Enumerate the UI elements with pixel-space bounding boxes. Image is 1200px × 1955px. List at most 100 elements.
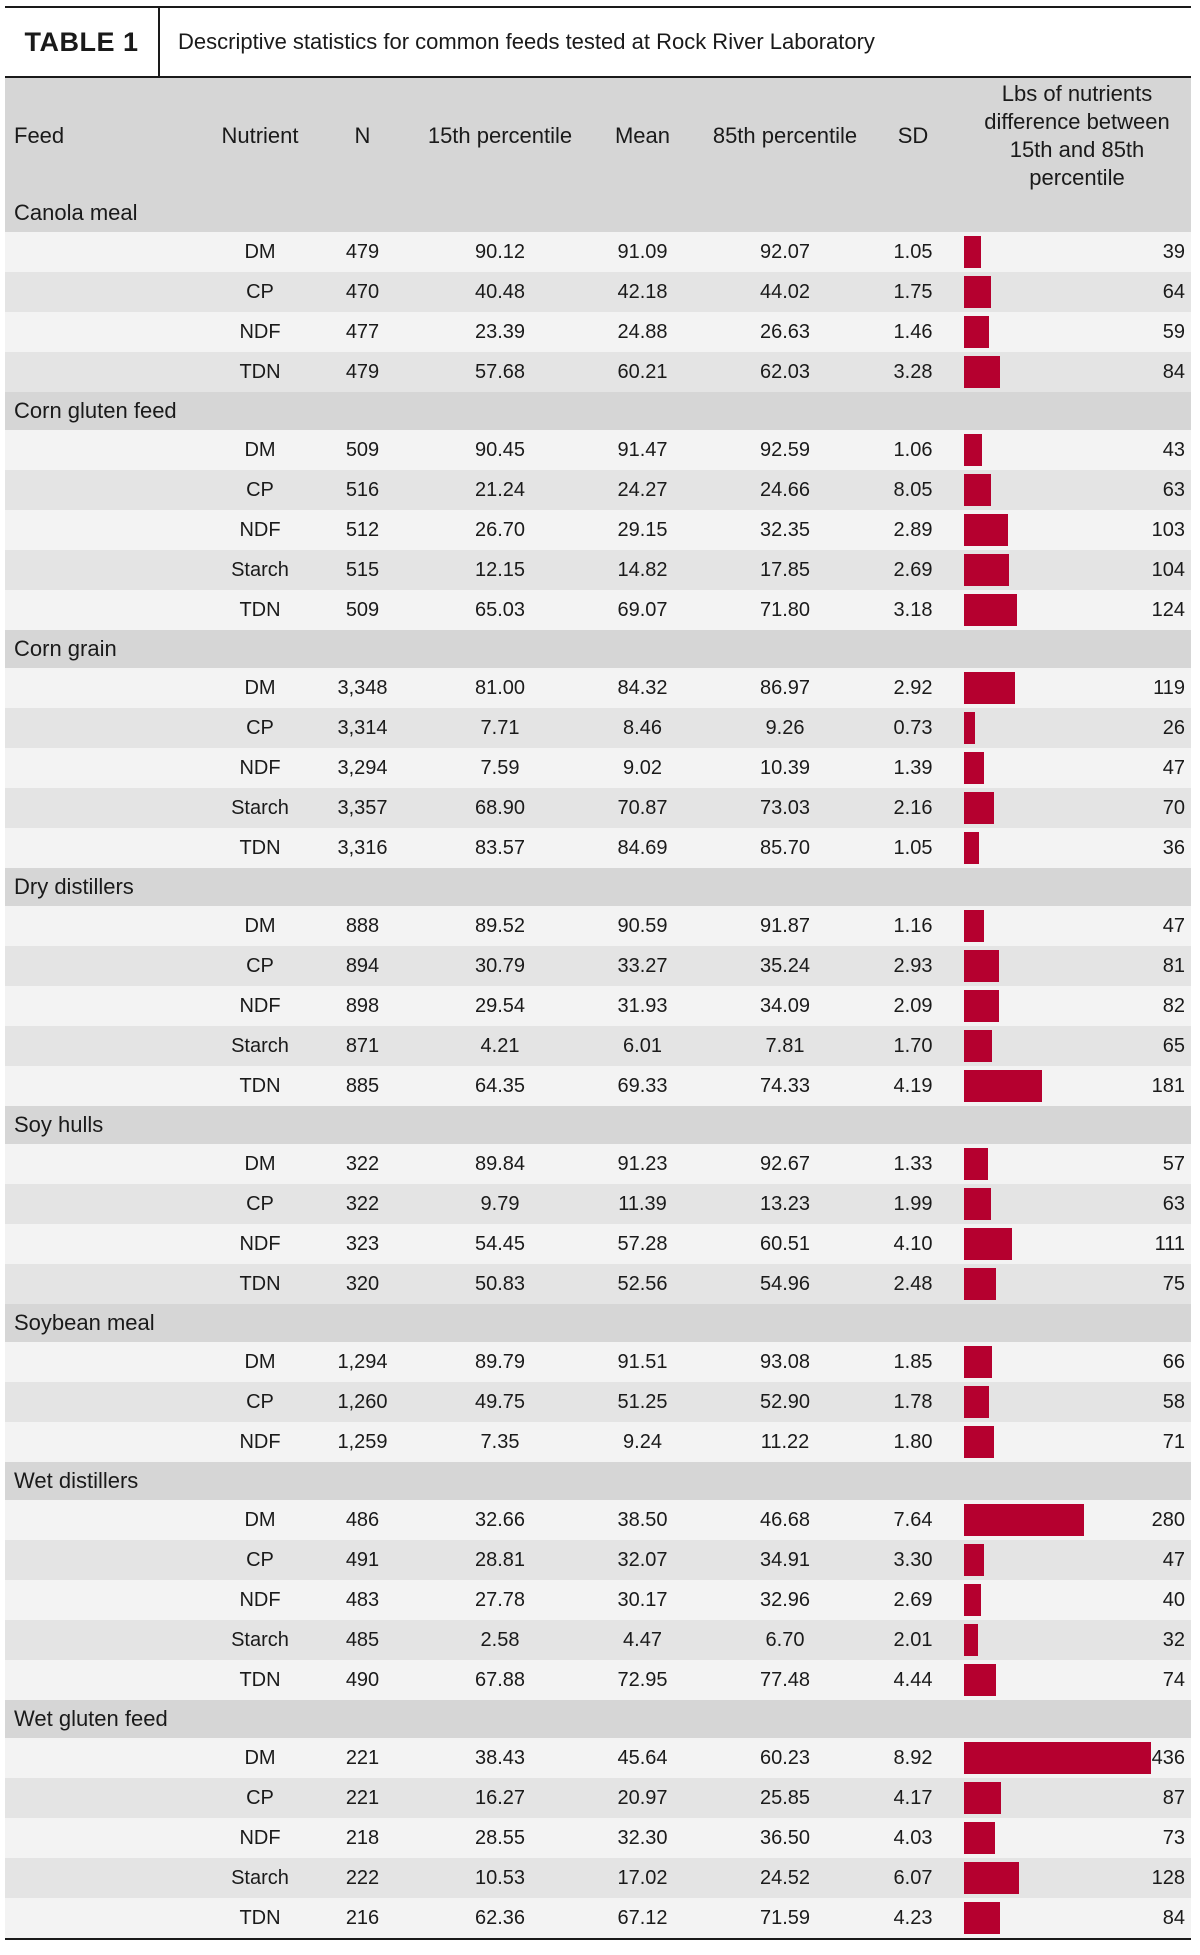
- sd-cell: 4.17: [893, 1786, 933, 1809]
- table-row: DM 322 89.84 91.23 92.67 1.33 57: [5, 1144, 1191, 1184]
- n-cell: 477: [345, 320, 380, 343]
- difference-bar: [964, 316, 989, 348]
- mean-cell: 33.27: [617, 954, 668, 977]
- sd-cell: 4.44: [893, 1668, 933, 1691]
- header-mean: Mean: [614, 123, 671, 148]
- p15-cell: 50.83: [474, 1272, 526, 1295]
- table-row: NDF 3,294 7.59 9.02 10.39 1.39 47: [5, 748, 1191, 788]
- mean-cell: 29.15: [617, 518, 668, 541]
- n-cell: 888: [345, 914, 380, 937]
- p85-cell: 26.63: [759, 320, 811, 343]
- p15-cell: 21.24: [474, 478, 526, 501]
- mean-cell: 11.39: [618, 1192, 667, 1215]
- nutrient-cell: Starch: [231, 1034, 289, 1057]
- p85-cell: 92.59: [759, 438, 811, 461]
- mean-cell: 84.69: [617, 836, 668, 859]
- table-row: TDN 479 57.68 60.21 62.03 3.28 84: [5, 352, 1191, 392]
- difference-value: 84: [1162, 360, 1185, 383]
- mean-cell: 42.18: [617, 280, 668, 303]
- table-row: NDF 323 54.45 57.28 60.51 4.10 111: [5, 1224, 1191, 1264]
- mean-cell: 72.95: [617, 1668, 668, 1691]
- sd-cell: 1.33: [893, 1152, 933, 1175]
- nutrient-cell: CP: [246, 716, 274, 739]
- sd-cell: 1.16: [893, 914, 933, 937]
- nutrient-cell: TDN: [239, 1906, 281, 1929]
- sd-cell: 0.73: [893, 716, 933, 739]
- mean-cell: 69.07: [617, 598, 668, 621]
- difference-bar: [964, 1664, 996, 1696]
- difference-value: 87: [1162, 1786, 1185, 1809]
- p85-cell: 77.48: [759, 1668, 811, 1691]
- sd-cell: 1.99: [893, 1192, 933, 1215]
- mean-cell: 20.97: [617, 1786, 668, 1809]
- table-row: NDF 512 26.70 29.15 32.35 2.89 103: [5, 510, 1191, 550]
- p85-cell: 32.35: [759, 518, 811, 541]
- header-85th-percentile: 85th percentile: [712, 123, 858, 148]
- difference-bar: [964, 1742, 1151, 1774]
- difference-bar: [964, 276, 991, 308]
- p15-cell: 9.79: [480, 1192, 520, 1215]
- nutrient-cell: NDF: [239, 1430, 281, 1453]
- table-caption: Descriptive statistics for common feeds …: [178, 29, 875, 54]
- p15-cell: 28.81: [474, 1548, 526, 1571]
- sd-cell: 4.10: [893, 1232, 933, 1255]
- difference-bar: [964, 950, 999, 982]
- nutrient-cell: NDF: [239, 320, 281, 343]
- difference-value: 64: [1162, 280, 1185, 303]
- table-row: CP 322 9.79 11.39 13.23 1.99 63: [5, 1184, 1191, 1224]
- mean-cell: 9.02: [623, 756, 662, 779]
- sd-cell: 1.05: [893, 240, 933, 263]
- p15-cell: 62.36: [474, 1906, 526, 1929]
- nutrient-cell: NDF: [239, 1588, 281, 1611]
- difference-value: 59: [1162, 320, 1185, 343]
- p15-cell: 81.00: [474, 676, 526, 699]
- nutrient-cell: NDF: [239, 518, 281, 541]
- n-cell: 3,294: [337, 756, 388, 779]
- difference-value: 81: [1162, 954, 1185, 977]
- nutrient-cell: TDN: [239, 1074, 281, 1097]
- nutrient-cell: TDN: [239, 836, 281, 859]
- difference-value: 124: [1151, 598, 1185, 621]
- p15-cell: 67.88: [474, 1668, 526, 1691]
- difference-value: 40: [1162, 1588, 1185, 1611]
- n-cell: 222: [345, 1866, 380, 1889]
- nutrient-cell: DM: [244, 438, 276, 461]
- mean-cell: 8.46: [623, 716, 662, 739]
- feed-name: Soy hulls: [14, 1112, 104, 1137]
- feed-group-row: Soybean meal: [5, 1304, 1191, 1342]
- difference-bar: [964, 1346, 992, 1378]
- sd-cell: 1.78: [893, 1390, 933, 1413]
- difference-bar: [964, 554, 1009, 586]
- mean-cell: 9.24: [623, 1430, 662, 1453]
- difference-value: 103: [1151, 518, 1185, 541]
- mean-cell: 91.51: [617, 1350, 668, 1373]
- mean-cell: 91.09: [617, 240, 668, 263]
- difference-value: 47: [1162, 756, 1185, 779]
- p85-cell: 24.52: [759, 1866, 811, 1889]
- nutrient-cell: TDN: [239, 1272, 281, 1295]
- p85-cell: 73.03: [759, 796, 811, 819]
- mean-cell: 52.56: [617, 1272, 668, 1295]
- difference-value: 280: [1151, 1508, 1185, 1531]
- p15-cell: 16.27: [474, 1786, 526, 1809]
- nutrient-cell: CP: [246, 478, 274, 501]
- feed-group-row: Dry distillers: [5, 868, 1191, 906]
- feed-group-row: Soy hulls: [5, 1106, 1191, 1144]
- difference-bar: [964, 1228, 1012, 1260]
- n-cell: 898: [345, 994, 380, 1017]
- difference-value: 43: [1162, 438, 1185, 461]
- nutrient-cell: NDF: [239, 994, 281, 1017]
- p85-cell: 11.22: [760, 1430, 810, 1453]
- difference-bar: [964, 712, 975, 744]
- header-feed: Feed: [14, 123, 65, 148]
- difference-value: 84: [1162, 1906, 1185, 1929]
- table-row: NDF 483 27.78 30.17 32.96 2.69 40: [5, 1580, 1191, 1620]
- sd-cell: 1.06: [893, 438, 933, 461]
- table-row: Starch 3,357 68.90 70.87 73.03 2.16 70: [5, 788, 1191, 828]
- table-row: CP 470 40.48 42.18 44.02 1.75 64: [5, 272, 1191, 312]
- p15-cell: 12.15: [474, 558, 526, 581]
- table-row: DM 1,294 89.79 91.51 93.08 1.85 66: [5, 1342, 1191, 1382]
- difference-bar: [964, 236, 981, 268]
- difference-value: 26: [1162, 716, 1185, 739]
- n-cell: 221: [345, 1746, 380, 1769]
